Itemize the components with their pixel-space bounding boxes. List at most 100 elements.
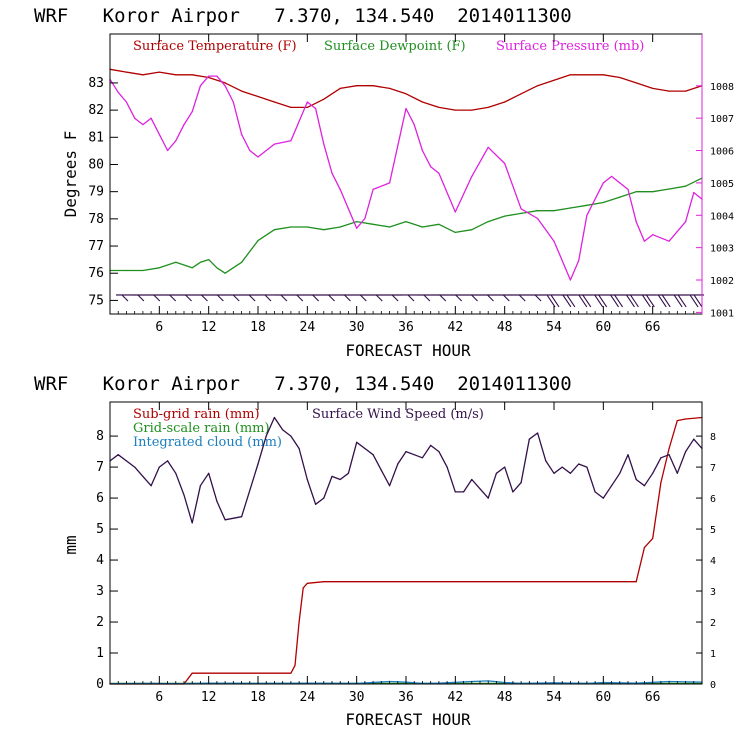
surface-dewpoint-point bbox=[602, 201, 604, 204]
surface-dewpoint-point bbox=[405, 221, 407, 223]
surface-pressure-point bbox=[315, 107, 317, 110]
wind-barb bbox=[402, 294, 418, 302]
surface-wind-speed-point bbox=[643, 485, 646, 487]
surface-pressure-point bbox=[364, 217, 366, 220]
surface-wind-speed-point bbox=[183, 494, 185, 496]
x-tick-label: 30 bbox=[349, 320, 365, 335]
surface-pressure-point bbox=[356, 227, 358, 229]
surface-wind-speed-point bbox=[306, 478, 308, 481]
surface-temperature-point bbox=[405, 93, 407, 95]
wind-barb bbox=[338, 294, 355, 302]
top-panel-title: WRF Koror Airpor 7.370, 134.540 20140113… bbox=[34, 5, 572, 27]
surface-pressure-point bbox=[635, 221, 637, 223]
surface-wind-speed-point bbox=[224, 519, 226, 521]
wind-barb bbox=[370, 294, 387, 302]
surface-dewpoint-point bbox=[438, 223, 440, 225]
x-tick-label: 66 bbox=[645, 320, 661, 335]
wind-barb bbox=[656, 294, 673, 308]
bottom-y-axis-label: mm bbox=[61, 535, 80, 554]
surface-pressure-point bbox=[454, 211, 456, 213]
x-tick-label: 60 bbox=[596, 320, 612, 335]
surface-dewpoint-point bbox=[652, 191, 654, 193]
y-tick-label: 0 bbox=[96, 677, 104, 692]
wind-barb bbox=[195, 294, 212, 302]
y2-tick-label: 1004 bbox=[710, 211, 734, 222]
surface-pressure-point bbox=[487, 146, 489, 148]
surface-temperature-point bbox=[504, 101, 506, 103]
surface-temperature-point bbox=[257, 95, 259, 98]
x-tick-label: 42 bbox=[448, 690, 464, 705]
surface-dewpoint-point bbox=[323, 229, 325, 231]
surface-wind-speed-point bbox=[134, 466, 136, 468]
surface-dewpoint-point bbox=[306, 226, 308, 228]
surface-wind-speed-point bbox=[315, 503, 317, 505]
surface-pressure-point bbox=[191, 111, 193, 113]
surface-wind-speed-point bbox=[545, 460, 547, 462]
surface-dewpoint-point bbox=[125, 269, 127, 272]
wind-barb bbox=[243, 294, 260, 302]
sub-grid-rain-point bbox=[302, 587, 304, 589]
sub-grid-rain-point bbox=[294, 664, 296, 667]
surface-wind-speed-point bbox=[586, 466, 588, 468]
bottom-x-axis-label: FORECAST HOUR bbox=[345, 710, 471, 729]
surface-wind-speed-point bbox=[364, 447, 366, 450]
wind-barb bbox=[497, 294, 514, 302]
wind-barb bbox=[163, 294, 180, 302]
bottom-legend: Sub-grid rain (mm) Surface Wind Speed (m… bbox=[133, 407, 484, 450]
surface-dewpoint-point bbox=[142, 269, 144, 272]
surface-dewpoint-point bbox=[257, 240, 259, 242]
surface-pressure-point bbox=[125, 101, 127, 103]
wind-barb bbox=[545, 294, 561, 308]
surface-wind-speed-point bbox=[611, 485, 613, 487]
surface-pressure-point bbox=[652, 234, 654, 236]
surface-wind-speed-point bbox=[528, 438, 530, 440]
surface-wind-speed-point bbox=[413, 454, 415, 456]
surface-dewpoint-point bbox=[372, 223, 374, 225]
surface-wind-speed-point bbox=[594, 491, 596, 493]
surface-pressure-point bbox=[347, 208, 349, 210]
surface-wind-speed-point bbox=[290, 435, 292, 437]
sub-grid-rain-point bbox=[676, 420, 678, 422]
surface-temperature-point bbox=[241, 90, 243, 92]
wind-barb bbox=[513, 294, 530, 302]
surface-wind-speed-point bbox=[693, 438, 695, 440]
surface-pressure-point bbox=[273, 143, 275, 145]
y2-tick-label: 6 bbox=[710, 494, 716, 505]
wind-barb bbox=[465, 294, 482, 302]
surface-pressure-point bbox=[241, 133, 243, 135]
surface-pressure-point bbox=[504, 162, 506, 165]
y2-tick-label: 0 bbox=[710, 680, 716, 691]
surface-temperature-point bbox=[635, 82, 637, 84]
surface-dewpoint-point bbox=[224, 272, 226, 274]
surface-temperature-point bbox=[569, 74, 572, 76]
surface-dewpoint-line bbox=[110, 177, 703, 274]
wind-barb bbox=[147, 294, 164, 302]
y2-tick-label: 1005 bbox=[710, 179, 734, 190]
y2-tick-label: 1006 bbox=[710, 147, 734, 158]
surface-pressure-point bbox=[331, 172, 333, 174]
surface-pressure-point bbox=[183, 124, 185, 126]
surface-pressure-point bbox=[150, 117, 152, 119]
surface-pressure-point bbox=[134, 117, 136, 119]
sub-grid-rain-point bbox=[643, 547, 646, 549]
surface-dewpoint-point bbox=[454, 231, 456, 233]
surface-wind-speed-point bbox=[676, 472, 678, 474]
legend-surface-pressure: Surface Pressure (mb) bbox=[496, 39, 644, 54]
sub-grid-rain-point bbox=[298, 621, 300, 623]
surface-temperature-point bbox=[273, 101, 275, 103]
y2-tick-label: 8 bbox=[710, 432, 716, 443]
x-tick-label: 18 bbox=[250, 690, 266, 705]
surface-wind-speed-point bbox=[257, 463, 259, 465]
surface-dewpoint-point bbox=[191, 267, 193, 269]
surface-dewpoint-point bbox=[537, 210, 539, 212]
surface-pressure-point bbox=[167, 149, 169, 152]
surface-wind-speed-point bbox=[265, 435, 267, 437]
surface-temperature-point bbox=[175, 74, 177, 76]
y2-tick-label: 1 bbox=[710, 649, 716, 660]
surface-dewpoint-point bbox=[668, 188, 670, 190]
surface-dewpoint-point bbox=[339, 226, 341, 228]
wind-barb bbox=[417, 294, 434, 302]
surface-temperature-point bbox=[619, 76, 621, 79]
surface-temperature-point bbox=[454, 109, 456, 111]
surface-dewpoint-point bbox=[504, 215, 506, 217]
